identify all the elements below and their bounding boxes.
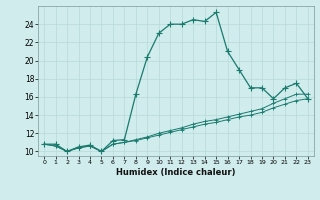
X-axis label: Humidex (Indice chaleur): Humidex (Indice chaleur) <box>116 168 236 177</box>
